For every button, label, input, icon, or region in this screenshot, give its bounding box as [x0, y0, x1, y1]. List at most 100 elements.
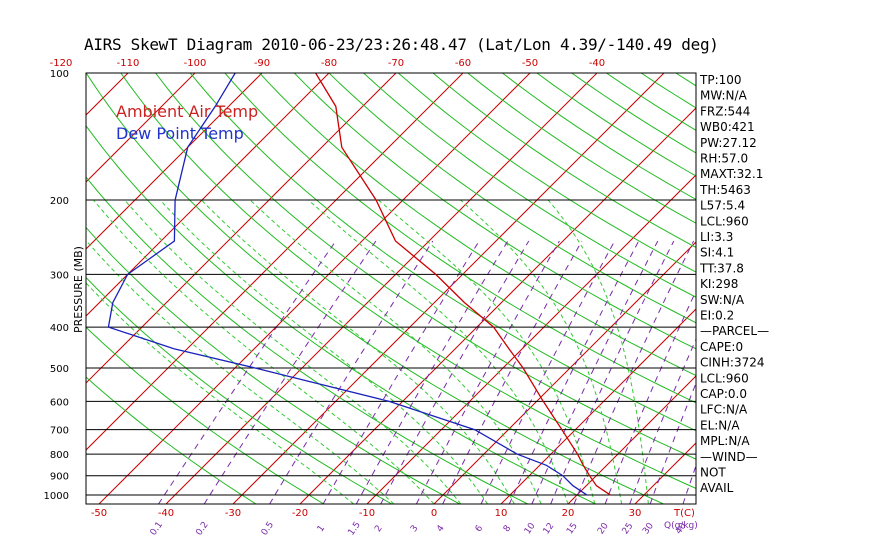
index-item: MAXT:32.1 — [700, 167, 763, 181]
index-item: MW:N/A — [700, 89, 748, 103]
index-item: WB0:421 — [700, 120, 755, 134]
moist-adiabat-line — [201, 199, 515, 504]
isotherm-line — [433, 241, 696, 504]
mixing-ratio-line — [380, 240, 530, 504]
mixing-ratio-label: 2 — [373, 524, 384, 534]
isotherm-line — [98, 73, 531, 504]
isotherm-line — [232, 73, 665, 504]
mixing-ratio-label: 0.2 — [194, 520, 210, 537]
moist-adiabat-line — [159, 199, 489, 504]
series-layer — [107, 73, 611, 496]
top-tick-label: -120 — [50, 58, 73, 69]
dry-adiabat-line — [328, 73, 696, 324]
mixing-ratio-label: 12 — [542, 521, 557, 536]
index-item: FRZ:544 — [700, 104, 750, 118]
moist-adiabat-line — [378, 199, 596, 504]
y-tick-label: 800 — [50, 450, 69, 461]
y-tick-label: 600 — [50, 397, 69, 408]
bottom-tick-label: -40 — [158, 508, 174, 519]
index-item: CAPE:0 — [700, 340, 743, 354]
y-axis-title: PRESSURE (MB) — [72, 246, 85, 333]
dry-adiabat-line — [86, 73, 664, 504]
bottom-tick-label: -10 — [359, 508, 375, 519]
y-tick-label: 300 — [50, 270, 69, 281]
index-item: LCL:960 — [700, 371, 749, 385]
top-tick-label: -60 — [455, 58, 471, 69]
isotherm-line — [0, 73, 61, 504]
y-tick-label: 400 — [50, 323, 69, 334]
isotherm-line — [769, 73, 870, 504]
mixing-ratio-line — [508, 240, 640, 504]
index-item: SI:4.1 — [700, 246, 734, 260]
t-unit-label: T(C) — [673, 508, 695, 519]
isotherm-line — [86, 73, 464, 451]
mixing-ratio-label: 1.5 — [346, 520, 362, 537]
index-item: LFC:N/A — [700, 403, 748, 417]
top-tick-label: -110 — [117, 58, 140, 69]
index-item: MPL:N/A — [700, 434, 750, 448]
top-tick-label: -50 — [522, 58, 538, 69]
mixing-ratio-line — [415, 240, 560, 504]
index-item: CINH:3724 — [700, 356, 765, 370]
dry-adiabat-line — [432, 73, 696, 249]
dry-adiabat-line — [397, 73, 696, 273]
mixing-ratio-line — [322, 240, 480, 504]
mixing-ratio-label: 15 — [565, 521, 580, 536]
mixing-ratio-line — [531, 240, 659, 504]
dry-adiabat-line — [155, 73, 696, 460]
dry-adiabat-line — [363, 73, 696, 298]
isotherm-line — [86, 73, 196, 183]
mixing-ratio-line — [649, 382, 696, 504]
dry-adiabat-line — [571, 73, 696, 154]
grid-layer — [0, 73, 870, 504]
index-item: LCL:960 — [700, 214, 749, 228]
dry-adiabat-line — [120, 73, 696, 489]
index-item: —WIND— — [700, 450, 758, 464]
mixing-ratio-label: 20 — [596, 521, 611, 536]
y-tick-label: 900 — [50, 472, 69, 483]
isotherm-line — [500, 308, 696, 504]
mixing-ratio-label: 4 — [435, 523, 447, 534]
top-tick-label: -40 — [589, 58, 605, 69]
plot-frame — [85, 72, 697, 505]
dry-adiabat-line — [86, 326, 325, 504]
bottom-tick-label: 10 — [495, 508, 508, 519]
y-tick-label: 200 — [50, 196, 69, 207]
dry-adiabat-line — [86, 276, 393, 504]
index-item: EL:N/A — [700, 418, 740, 432]
dry-adiabat-line — [86, 376, 257, 504]
dry-adiabat-line — [189, 73, 696, 432]
mixing-ratio-line — [573, 240, 695, 504]
dry-adiabat-line — [467, 73, 696, 224]
air-temp-line — [315, 73, 611, 496]
q-unit-label: Q(g/kg) — [664, 521, 698, 531]
mixing-ratio-label: 0.5 — [260, 520, 276, 537]
y-tick-label: 100 — [50, 69, 69, 80]
dry-adiabat-line — [86, 124, 596, 504]
mixing-ratio-label: 0.1 — [149, 520, 165, 537]
mixing-ratio-label: 1 — [316, 524, 327, 534]
dry-adiabat-line — [86, 226, 460, 504]
mixing-ratio-line — [629, 337, 696, 504]
dew-point-line — [107, 73, 588, 496]
y-tick-label: 1000 — [44, 491, 69, 502]
mixing-ratio-line — [550, 240, 675, 504]
mixing-ratio-label: 10 — [523, 521, 538, 536]
top-tick-label: -80 — [321, 58, 337, 69]
dry-adiabat-line — [536, 73, 696, 177]
moist-adiabat-line — [86, 282, 354, 504]
mixing-ratio-line — [604, 289, 696, 504]
bottom-tick-label: -50 — [91, 508, 107, 519]
index-item: TT:37.8 — [699, 261, 744, 275]
bottom-tick-label: 0 — [431, 508, 437, 519]
legend-air-temp: Ambient Air Temp — [116, 102, 258, 121]
bottom-tick-label: -30 — [225, 508, 241, 519]
mixing-ratio-label: 8 — [502, 523, 514, 534]
index-item: L57:5.4 — [700, 199, 745, 213]
moist-adiabat-line — [460, 199, 623, 504]
isotherm-line — [86, 73, 263, 250]
top-tick-label: -100 — [184, 58, 207, 69]
index-item: NOT — [700, 466, 726, 480]
